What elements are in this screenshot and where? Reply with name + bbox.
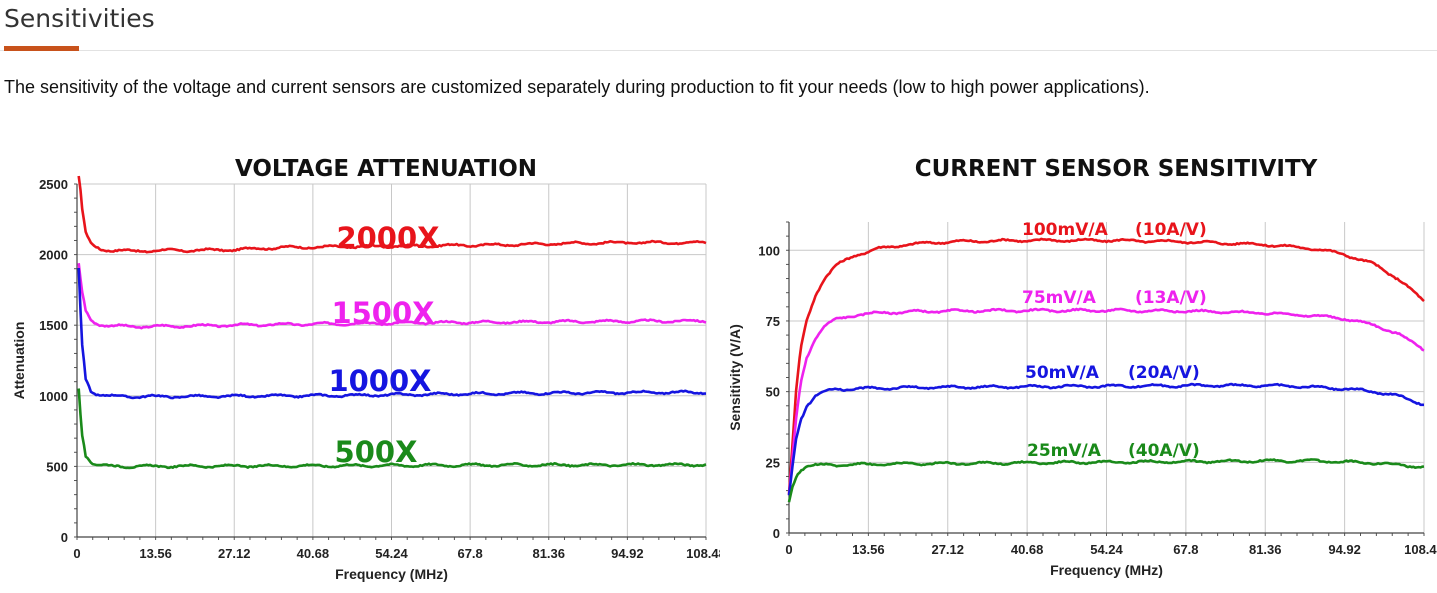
x-tick-label: 54.24 <box>1090 542 1123 557</box>
x-tick-label: 27.12 <box>218 546 251 561</box>
y-axis-label: Attenuation <box>11 322 27 400</box>
series-label-4-ratio: (40A/V) <box>1128 441 1200 461</box>
x-tick-label: 94.92 <box>1328 542 1361 557</box>
x-tick-label: 54.24 <box>375 546 408 561</box>
x-tick-label: 27.12 <box>931 542 964 557</box>
y-tick-label: 0 <box>773 526 780 541</box>
x-axis-label: Frequency (MHz) <box>335 566 448 582</box>
y-tick-label: 2500 <box>39 177 68 192</box>
series-label-3: 1000X <box>328 364 431 398</box>
x-tick-label: 0 <box>785 542 792 557</box>
series-line-1 <box>787 237 1425 494</box>
x-tick-label: 81.36 <box>532 546 565 561</box>
series-line-1 <box>77 175 707 254</box>
y-axis-label: Sensitivity (V/A) <box>727 324 743 431</box>
series-line-2 <box>77 263 707 330</box>
y-tick-label: 2000 <box>39 248 68 263</box>
y-tick-label: 50 <box>766 385 780 400</box>
y-tick-label: 100 <box>758 243 780 258</box>
chart-title: VOLTAGE ATTENUATION <box>235 156 537 182</box>
x-tick-label: 108.48 <box>686 546 720 561</box>
x-tick-label: 13.56 <box>139 546 172 561</box>
x-tick-label: 67.8 <box>457 546 482 561</box>
x-axis-label: Frequency (MHz) <box>1050 562 1163 578</box>
y-tick-label: 1500 <box>39 318 68 333</box>
series-label-3-unit: 50mV/A <box>1025 363 1100 383</box>
intro-paragraph: The sensitivity of the voltage and curre… <box>4 77 1150 97</box>
current-sensitivity-chart: CURRENT SENSOR SENSITIVITY 0 13.56 27.12 40.… <box>727 156 1437 578</box>
y-tick-label: 25 <box>766 455 780 470</box>
x-tick-label: 94.92 <box>611 546 644 561</box>
x-tick-label: 67.8 <box>1173 542 1198 557</box>
chart-title: CURRENT SENSOR SENSITIVITY <box>915 156 1318 182</box>
grid <box>788 222 1425 534</box>
series-label-1-ratio: (10A/V) <box>1135 220 1207 240</box>
x-tick-label: 81.36 <box>1249 542 1282 557</box>
series-label-2-ratio: (13A/V) <box>1135 288 1207 308</box>
series-line-4 <box>787 458 1425 503</box>
series-label-2: 1500X <box>331 296 434 330</box>
title-accent-bar <box>4 46 79 51</box>
minor-ticks <box>786 221 1425 536</box>
series-line-2 <box>787 307 1425 496</box>
x-tick-label: 40.68 <box>1011 542 1044 557</box>
series-label-4-unit: 25mV/A <box>1027 441 1102 461</box>
y-tick-label: 1000 <box>39 389 68 404</box>
series-line-3 <box>77 267 706 400</box>
x-tick-label: 108.48 <box>1404 542 1437 557</box>
series-label-4: 500X <box>335 435 418 469</box>
y-tick-label: 0 <box>61 530 68 545</box>
series-line-4 <box>77 388 707 470</box>
series-label-1: 2000X <box>336 221 439 255</box>
minor-ticks <box>74 183 707 540</box>
section-title: Sensitivities <box>4 4 155 33</box>
series-label-1-unit: 100mV/A <box>1022 220 1109 240</box>
y-tick-label: 75 <box>766 314 780 329</box>
series-label-3-ratio: (20A/V) <box>1128 363 1200 383</box>
x-tick-label: 0 <box>73 546 80 561</box>
voltage-attenuation-chart: VOLTAGE ATTENUATION 0 13.56 27.12 40.68 54.24… <box>11 156 720 582</box>
series-label-2-unit: 75mV/A <box>1022 288 1097 308</box>
x-tick-label: 13.56 <box>852 542 885 557</box>
x-tick-label: 40.68 <box>297 546 330 561</box>
series-line-3 <box>787 382 1424 496</box>
y-tick-label: 500 <box>46 459 68 474</box>
title-divider <box>0 50 1437 51</box>
